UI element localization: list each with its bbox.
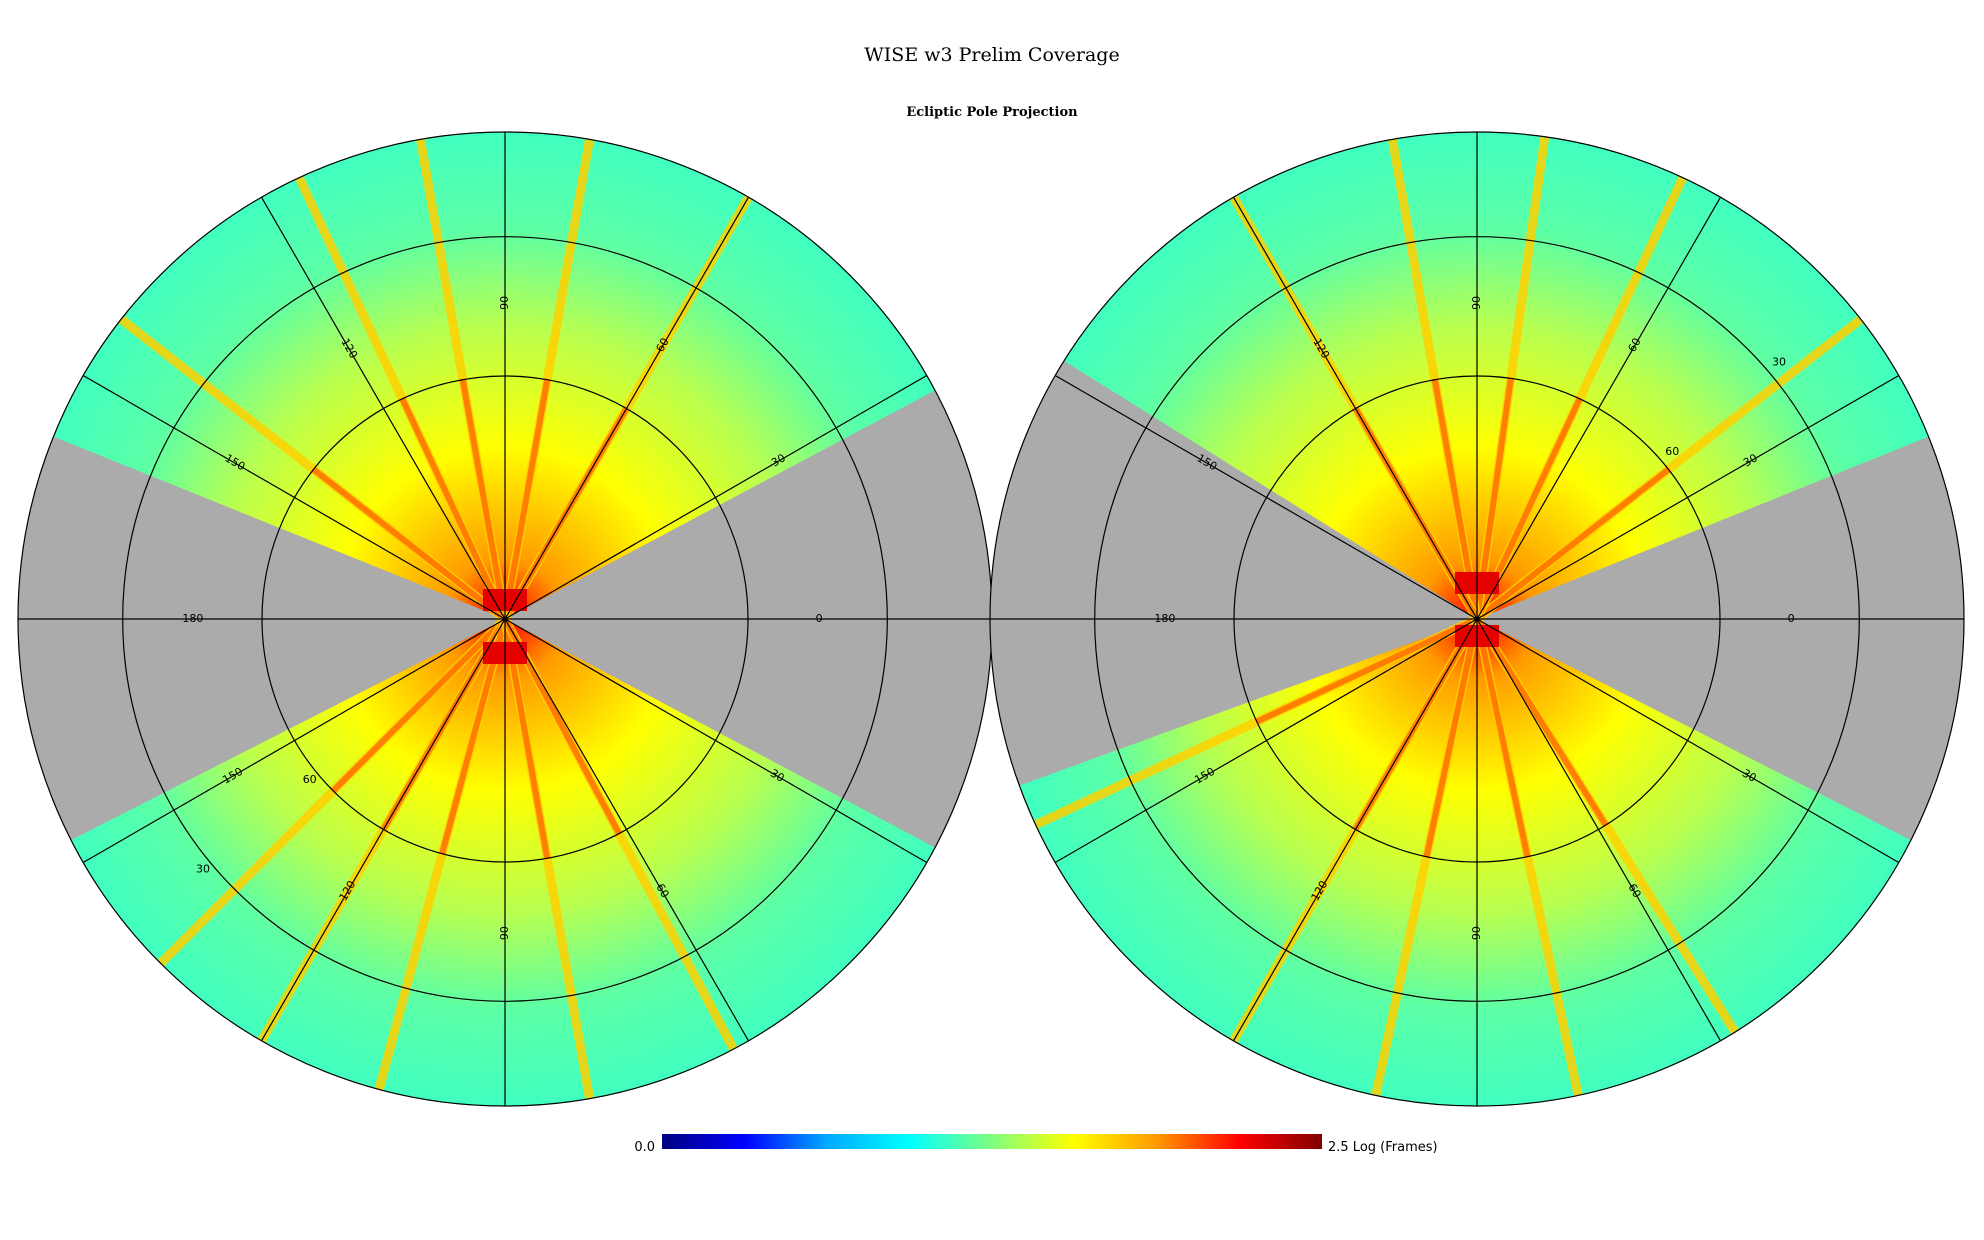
- colorbar-min-label: 0.0: [634, 1140, 655, 1155]
- meridian-label: 0: [1788, 612, 1795, 625]
- map-subtitle: Ecliptic Pole Projection: [906, 105, 1078, 120]
- meridian-label: -180: [178, 612, 203, 625]
- meridian-label: 30: [768, 767, 787, 785]
- meridian-label: -90: [1470, 296, 1483, 314]
- latitude-label: 60: [1665, 445, 1679, 458]
- scan-stripe-core: [311, 466, 507, 622]
- scan-stripe-core: [1474, 618, 1531, 858]
- meridian-line: [1054, 374, 1900, 864]
- meridian-label: 60: [1625, 881, 1643, 900]
- meridian-label: 90: [1470, 926, 1483, 940]
- meridian-line: [82, 374, 928, 864]
- scan-stripe-core: [1423, 618, 1480, 858]
- scan-stripe-core: [330, 616, 508, 794]
- scan-stripe-core: [502, 378, 551, 620]
- meridian-label: 30: [1740, 767, 1759, 785]
- meridian-label: -180: [1150, 612, 1175, 625]
- meridian-label: -90: [498, 296, 511, 314]
- meridian-label: 90: [498, 926, 511, 940]
- scan-stripe-core: [1474, 617, 1609, 828]
- meridian-label: 60: [653, 881, 671, 900]
- colorbar-gradient: [662, 1134, 1322, 1149]
- latitude-label: 30: [1772, 356, 1786, 369]
- coverage-wedge: [1064, 132, 1929, 620]
- scan-stripe-core: [1255, 616, 1479, 725]
- scan-stripe-core: [399, 397, 508, 621]
- latitude-label: 30: [196, 862, 210, 875]
- colorbar: 0.0 2.5 Log (Frames): [634, 1134, 1438, 1155]
- meridian-label: 0: [816, 612, 823, 625]
- latitude-label: 60: [303, 773, 317, 786]
- scan-stripe-core: [459, 378, 508, 620]
- colorbar-max-label: 2.5 Log (Frames): [1328, 1140, 1438, 1155]
- scan-stripe-core: [1475, 466, 1671, 622]
- map-title: WISE w3 Prelim Coverage: [864, 44, 1120, 66]
